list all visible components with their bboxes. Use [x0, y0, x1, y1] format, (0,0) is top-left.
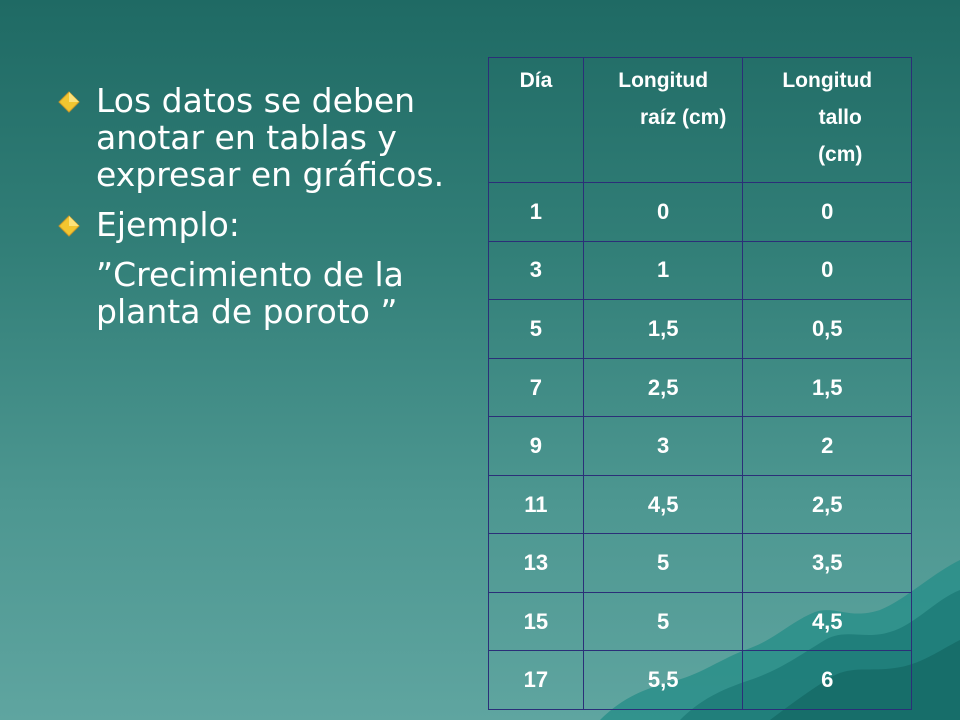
- cell-raiz: 2,5: [582, 357, 744, 418]
- cell-dia: 1: [488, 182, 584, 242]
- cell-dia: 11: [488, 474, 584, 535]
- bullet-text: Ejemplo:: [96, 205, 240, 244]
- header-longitud-tallo: Longitud tallo (cm): [742, 56, 912, 184]
- header-text-line: Longitud: [782, 69, 873, 92]
- header-text-line: Longitud: [618, 69, 709, 92]
- cell-tallo: 0: [742, 182, 912, 242]
- cell-dia: 15: [488, 591, 584, 652]
- table-row: 1 0 0: [488, 182, 912, 242]
- cell-tallo: 6: [742, 650, 912, 710]
- table-row: 15 5 4,5: [488, 591, 912, 652]
- cell-dia: 3: [488, 240, 584, 301]
- header-text-line: (cm): [818, 143, 863, 166]
- cell-dia: 17: [488, 650, 584, 710]
- table-row: 7 2,5 1,5: [488, 357, 912, 418]
- cell-raiz: 3: [582, 416, 744, 476]
- bullet-list: Los datos se deben anotar en tablas y ex…: [58, 82, 478, 330]
- cell-raiz: 1,5: [582, 299, 744, 359]
- bullet-item: Ejemplo:: [58, 206, 478, 243]
- cell-raiz: 5: [582, 533, 744, 593]
- cell-tallo: 2: [742, 416, 912, 476]
- bullet-text: Los datos se deben anotar en tablas y ex…: [96, 81, 445, 194]
- cell-tallo: 0,5: [742, 299, 912, 359]
- cell-raiz: 5: [582, 591, 744, 652]
- cell-raiz: 4,5: [582, 474, 744, 535]
- diamond-bullet-icon: [58, 215, 80, 237]
- cell-tallo: 0: [742, 240, 912, 301]
- table-row: 11 4,5 2,5: [488, 474, 912, 535]
- bullet-item: Los datos se deben anotar en tablas y ex…: [58, 82, 478, 193]
- cell-dia: 13: [488, 533, 584, 593]
- header-text-line: tallo: [818, 106, 862, 129]
- cell-dia: 7: [488, 357, 584, 418]
- header-longitud-raiz: Longitud raíz (cm): [582, 56, 744, 184]
- cell-tallo: 4,5: [742, 591, 912, 652]
- example-text: ”Crecimiento de la planta de poroto ”: [96, 255, 404, 331]
- header-dia-text: Día: [519, 69, 553, 92]
- table-row: 17 5,5 6: [488, 650, 912, 710]
- cell-tallo: 2,5: [742, 474, 912, 535]
- cell-dia: 9: [488, 416, 584, 476]
- table-row: 5 1,5 0,5: [488, 299, 912, 359]
- cell-raiz: 5,5: [582, 650, 744, 710]
- cell-tallo: 3,5: [742, 533, 912, 593]
- cell-dia: 5: [488, 299, 584, 359]
- table-row: 9 3 2: [488, 416, 912, 476]
- header-text-line: raíz (cm): [639, 106, 727, 129]
- table-row: 3 1 0: [488, 240, 912, 301]
- table-header-row: Día Longitud raíz (cm) Longitud tallo (c…: [488, 56, 912, 184]
- data-table: Día Longitud raíz (cm) Longitud tallo (c…: [488, 56, 912, 710]
- diamond-bullet-icon: [58, 91, 80, 113]
- cell-raiz: 0: [582, 182, 744, 242]
- header-dia: Día: [488, 56, 584, 184]
- cell-tallo: 1,5: [742, 357, 912, 418]
- cell-raiz: 1: [582, 240, 744, 301]
- table-row: 13 5 3,5: [488, 533, 912, 593]
